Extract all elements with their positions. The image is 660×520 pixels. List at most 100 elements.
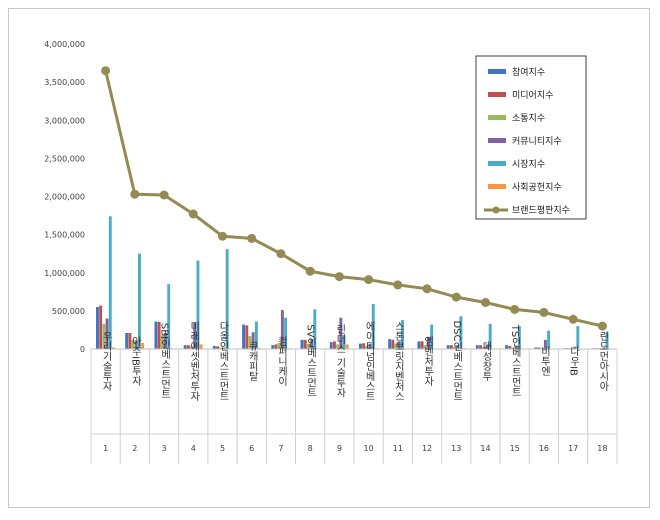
x-rank-label: 1 xyxy=(103,444,108,453)
bar-소통지수 xyxy=(511,347,515,349)
legend-label: 사회공헌지수 xyxy=(512,182,562,193)
legend-swatch xyxy=(488,161,506,166)
bar-참여지수 xyxy=(534,347,538,349)
line-point xyxy=(334,272,344,282)
line-point xyxy=(159,190,169,200)
bar-참여지수 xyxy=(242,324,246,349)
bar-커뮤니티지수 xyxy=(397,341,401,350)
bar-시장지수 xyxy=(488,323,492,349)
line-point xyxy=(451,292,461,302)
bar-참여지수 xyxy=(329,342,333,349)
line-point xyxy=(539,307,549,317)
bar-시장지수 xyxy=(430,324,434,349)
x-rank-label: 13 xyxy=(451,444,461,453)
x-category-label: 대성창투 xyxy=(480,341,492,382)
bar-참여지수 xyxy=(183,345,187,349)
bar-커뮤니티지수 xyxy=(543,339,547,349)
x-rank-label: 9 xyxy=(337,444,342,453)
legend-line-marker xyxy=(492,206,500,214)
bar-참여지수 xyxy=(212,345,216,349)
bar-소통지수 xyxy=(160,335,164,349)
bar-시장지수 xyxy=(313,309,317,349)
y-tick-label: 2,500,000 xyxy=(44,154,85,163)
x-rank-label: 16 xyxy=(539,444,549,453)
bar-소통지수 xyxy=(102,323,106,349)
bar-커뮤니티지수 xyxy=(485,344,489,349)
bar-커뮤니티지수 xyxy=(222,347,226,349)
bar-미디어지수 xyxy=(216,346,219,349)
bar-소통지수 xyxy=(336,344,340,349)
line-point xyxy=(568,314,578,324)
bar-커뮤니티지수 xyxy=(514,345,518,349)
line-point xyxy=(130,189,140,199)
bar-시장지수 xyxy=(225,249,229,349)
bar-미디어지수 xyxy=(303,339,307,349)
x-rank-label: 11 xyxy=(393,444,403,453)
bar-시장지수 xyxy=(547,330,551,349)
bar-소통지수 xyxy=(248,336,252,349)
x-category-label: 미래에셋벤처투자 xyxy=(188,321,200,402)
x-category-label: 스톤브릿지벤처스 xyxy=(392,321,404,401)
bar-사회공헌지수 xyxy=(112,347,115,349)
y-tick-label: 4,000,000 xyxy=(44,40,85,49)
line-point xyxy=(247,233,257,243)
bar-소통지수 xyxy=(423,345,427,349)
bar-시장지수 xyxy=(167,284,171,349)
bar-미디어지수 xyxy=(537,347,541,349)
bar-시장지수 xyxy=(517,326,521,350)
bar-미디어지수 xyxy=(420,341,424,350)
bar-커뮤니티지수 xyxy=(368,343,372,349)
bar-시장지수 xyxy=(459,316,463,349)
x-category-label: 린더스 기술투자 xyxy=(334,324,346,398)
line-point xyxy=(188,209,198,219)
x-rank-label: 14 xyxy=(480,444,490,453)
bar-커뮤니티지수 xyxy=(427,336,430,349)
bar-커뮤니티지수 xyxy=(280,310,284,349)
x-category-label: 다올인베스트먼트 xyxy=(217,321,229,401)
bar-시장지수 xyxy=(108,216,112,349)
legend-swatch xyxy=(488,69,506,74)
line-point xyxy=(481,298,490,307)
line-point xyxy=(276,249,286,259)
y-tick-label: 3,000,000 xyxy=(44,116,85,125)
bar-시장지수 xyxy=(284,317,288,349)
y-tick-label: 0 xyxy=(80,345,85,354)
bar-사회공헌지수 xyxy=(345,344,349,349)
bar-참여지수 xyxy=(271,345,275,349)
x-category-label: 린드먼아시아 xyxy=(597,331,609,392)
x-category-label: TS인베스트먼트 xyxy=(509,324,521,397)
line-point xyxy=(597,321,607,331)
bar-참여지수 xyxy=(388,339,392,349)
bar-시장지수 xyxy=(401,320,404,349)
bar-커뮤니티지수 xyxy=(310,339,314,349)
x-rank-label: 10 xyxy=(364,444,374,453)
bar-시장지수 xyxy=(605,332,609,349)
x-rank-label: 3 xyxy=(162,444,167,453)
line-brand-reputation xyxy=(104,70,603,328)
bar-참여지수 xyxy=(359,343,362,349)
y-tick-label: 1,000,000 xyxy=(44,269,85,278)
bar-참여지수 xyxy=(96,307,99,349)
legend-label: 브랜드평판지수 xyxy=(512,205,570,216)
x-rank-label: 8 xyxy=(308,444,313,453)
line-point xyxy=(510,304,520,314)
line-point xyxy=(101,66,111,76)
x-category-label: 우리기술투자 xyxy=(100,331,112,392)
line-point xyxy=(393,280,403,290)
x-category-label: DSC인베스트먼트 xyxy=(451,320,463,401)
legend-label: 커뮤니티지수 xyxy=(512,136,562,147)
bar-참여지수 xyxy=(475,345,479,349)
bar-시장지수 xyxy=(138,253,141,349)
bar-시장지수 xyxy=(342,335,346,349)
legend-label: 소통지수 xyxy=(512,113,545,124)
bar-미디어지수 xyxy=(128,332,132,349)
bar-미디어지수 xyxy=(362,343,366,349)
bar-커뮤니티지수 xyxy=(251,332,255,349)
line-point xyxy=(305,266,315,276)
bar-커뮤니티지수 xyxy=(339,317,343,349)
x-category-label: 컴퍼니케이 xyxy=(275,336,287,387)
legend-swatch xyxy=(488,184,506,189)
bar-커뮤니티지수 xyxy=(573,346,577,349)
bar-미디어지수 xyxy=(449,345,453,349)
x-rank-label: 6 xyxy=(249,444,254,453)
